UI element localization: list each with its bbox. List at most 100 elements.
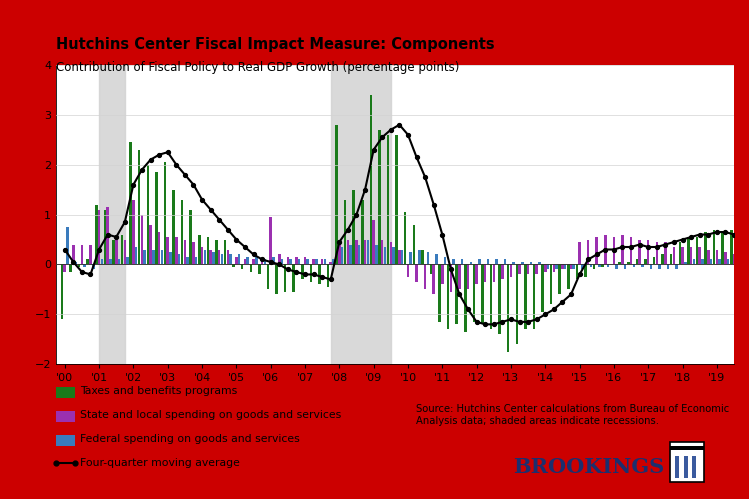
- Text: Federal spending on goods and services: Federal spending on goods and services: [80, 434, 300, 444]
- Bar: [542, 264, 544, 312]
- Bar: [78, 264, 80, 267]
- Bar: [498, 264, 501, 334]
- Bar: [75, 262, 77, 264]
- Bar: [536, 264, 538, 274]
- Bar: [727, 259, 730, 264]
- Bar: [252, 259, 255, 264]
- Bar: [490, 264, 492, 329]
- Bar: [395, 135, 398, 264]
- Bar: [561, 264, 564, 269]
- Bar: [383, 247, 386, 264]
- Bar: [207, 237, 209, 264]
- Bar: [464, 264, 467, 332]
- Bar: [604, 235, 607, 264]
- Bar: [473, 264, 475, 322]
- Bar: [392, 247, 395, 264]
- Bar: [575, 264, 578, 279]
- Bar: [547, 264, 549, 269]
- Bar: [710, 259, 712, 264]
- Bar: [570, 264, 572, 269]
- Bar: [95, 205, 97, 264]
- Bar: [318, 264, 321, 284]
- Bar: [338, 240, 341, 264]
- Bar: [81, 245, 83, 264]
- Bar: [270, 217, 272, 264]
- Bar: [61, 264, 63, 319]
- Bar: [155, 172, 157, 264]
- Bar: [221, 254, 223, 264]
- Bar: [595, 237, 598, 264]
- Bar: [229, 254, 231, 264]
- Bar: [553, 264, 555, 272]
- Text: State and local spending on goods and services: State and local spending on goods and se…: [80, 410, 342, 420]
- Bar: [589, 264, 592, 267]
- Bar: [495, 259, 498, 264]
- Bar: [413, 225, 415, 264]
- Bar: [398, 250, 401, 264]
- Bar: [587, 240, 589, 264]
- Bar: [275, 264, 278, 294]
- Bar: [361, 200, 363, 264]
- Bar: [195, 257, 198, 264]
- Bar: [112, 240, 115, 264]
- Bar: [441, 264, 443, 284]
- Bar: [676, 264, 678, 269]
- Text: Four-quarter moving average: Four-quarter moving average: [80, 458, 240, 468]
- Bar: [430, 264, 432, 274]
- Bar: [736, 259, 738, 264]
- Bar: [578, 242, 580, 264]
- Bar: [267, 264, 269, 289]
- Bar: [684, 262, 687, 264]
- Bar: [704, 232, 707, 264]
- Bar: [432, 264, 435, 294]
- Bar: [452, 259, 455, 264]
- Bar: [389, 242, 392, 264]
- Bar: [218, 250, 220, 264]
- Bar: [647, 240, 649, 264]
- Bar: [358, 245, 360, 264]
- Bar: [243, 259, 246, 264]
- Bar: [341, 247, 343, 264]
- Bar: [132, 200, 135, 264]
- Bar: [232, 264, 235, 267]
- Bar: [461, 259, 464, 264]
- Bar: [696, 237, 698, 264]
- Bar: [530, 262, 532, 264]
- Bar: [152, 250, 154, 264]
- Bar: [724, 252, 727, 264]
- Text: Hutchins Center Fiscal Impact Measure: Components: Hutchins Center Fiscal Impact Measure: C…: [56, 37, 495, 52]
- Bar: [524, 264, 527, 329]
- Bar: [287, 257, 289, 264]
- Bar: [130, 142, 132, 264]
- Bar: [312, 259, 315, 264]
- Bar: [584, 264, 586, 277]
- Bar: [201, 247, 203, 264]
- Bar: [470, 262, 472, 264]
- Bar: [636, 259, 638, 264]
- Bar: [255, 257, 258, 264]
- Bar: [372, 220, 375, 264]
- Bar: [164, 162, 166, 264]
- Bar: [533, 264, 536, 329]
- Bar: [160, 250, 163, 264]
- Bar: [246, 257, 249, 264]
- Bar: [98, 210, 100, 264]
- Bar: [707, 250, 709, 264]
- Bar: [189, 210, 192, 264]
- Bar: [187, 257, 189, 264]
- Bar: [721, 232, 724, 264]
- Bar: [424, 264, 426, 289]
- Bar: [127, 257, 129, 264]
- Bar: [655, 242, 658, 264]
- Bar: [309, 264, 312, 282]
- Bar: [435, 254, 437, 264]
- Bar: [118, 259, 121, 264]
- Bar: [138, 150, 141, 264]
- Bar: [109, 259, 112, 264]
- Bar: [507, 264, 509, 352]
- Bar: [415, 264, 418, 282]
- Bar: [224, 240, 226, 264]
- Bar: [281, 259, 283, 264]
- Bar: [521, 262, 524, 264]
- Bar: [679, 242, 681, 264]
